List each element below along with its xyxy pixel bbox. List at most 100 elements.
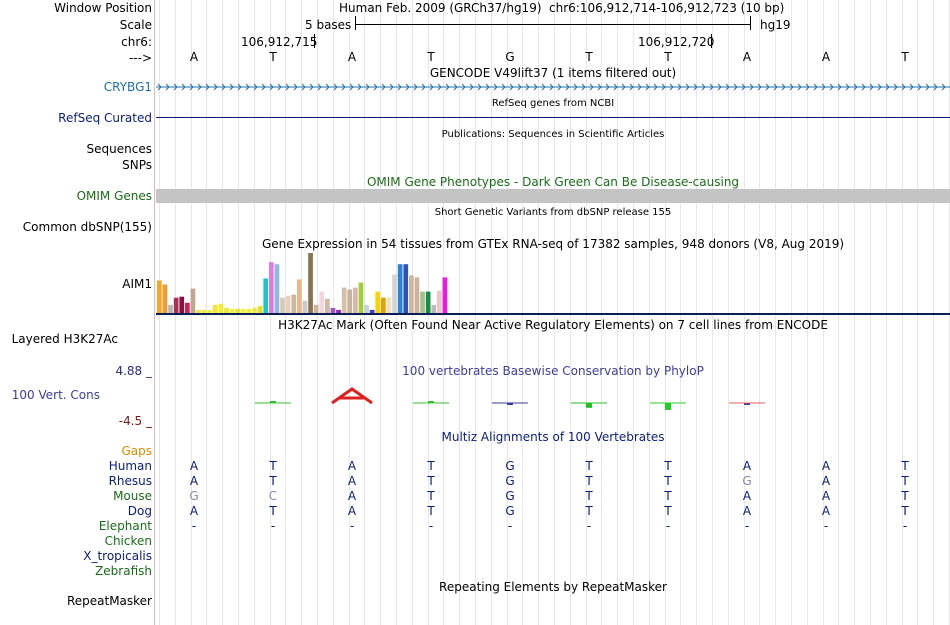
gtex-tissue-bar[interactable]: [437, 290, 442, 313]
phylop-mark-bar[interactable]: [270, 401, 276, 403]
gtex-tissue-bar[interactable]: [241, 308, 246, 313]
gtex-tissue-bar[interactable]: [319, 291, 325, 313]
gtex-tissue-bar[interactable]: [252, 307, 257, 313]
gtex-expression-chart[interactable]: [156, 252, 950, 314]
gtex-tissue-bar[interactable]: [218, 303, 224, 313]
gtex-tissue-bar[interactable]: [213, 304, 218, 313]
h3k27ac-track-title[interactable]: H3K27Ac Mark (Often Found Near Active Re…: [278, 318, 828, 332]
gtex-tissue-bar[interactable]: [269, 262, 274, 313]
phylop-mark-bar[interactable]: [507, 403, 513, 405]
gtex-tissue-bar[interactable]: [403, 264, 409, 313]
gtex-tissue-bar[interactable]: [224, 307, 229, 313]
phylop-mark-bar[interactable]: [586, 403, 592, 408]
gtex-tissue-bar[interactable]: [201, 309, 207, 313]
phylop-mark-bar[interactable]: [428, 401, 434, 403]
gtex-tissue-bar[interactable]: [381, 297, 386, 313]
gtex-tissue-bar[interactable]: [257, 305, 263, 313]
gtex-tissue-bar[interactable]: [347, 289, 353, 313]
gtex-tissue-bar[interactable]: [173, 297, 179, 313]
gtex-tissue-bar[interactable]: [397, 264, 403, 313]
gtex-tissue-bar[interactable]: [369, 309, 375, 313]
omim-gene-bar[interactable]: [156, 189, 950, 203]
track-label-gtex[interactable]: AIM1: [122, 277, 152, 291]
gtex-tissue-bar[interactable]: [302, 300, 308, 313]
gtex-tissue-bar[interactable]: [179, 296, 185, 313]
phylop-mark-logo[interactable]: [331, 387, 373, 405]
alignment-base: T: [269, 459, 277, 473]
repeatmasker-track-title[interactable]: Repeating Elements by RepeatMasker: [439, 580, 667, 594]
alignment-base: C: [268, 489, 278, 503]
gtex-tissue-bar[interactable]: [442, 277, 448, 313]
refseq-gene-line[interactable]: [156, 117, 950, 118]
gtex-tissue-bar[interactable]: [420, 291, 425, 313]
gtex-tissue-bar[interactable]: [280, 297, 285, 313]
gtex-tissue-bar[interactable]: [207, 309, 213, 313]
refseq-track-title[interactable]: RefSeq genes from NCBI: [491, 98, 615, 109]
genome-browser-image[interactable]: Human Feb. 2009 (GRCh37/hg19) chr6:106,9…: [156, 0, 950, 625]
gtex-tissue-bar[interactable]: [341, 287, 347, 313]
reference-base: A: [742, 50, 752, 64]
gridline: [696, 0, 697, 625]
gtex-tissue-bar[interactable]: [431, 304, 437, 313]
gridline: [791, 0, 792, 625]
gtex-tissue-bar[interactable]: [185, 302, 190, 313]
alignment-base: T: [585, 489, 593, 503]
alignment-base: A: [821, 459, 831, 473]
strand-arrow-label: --->: [128, 51, 152, 65]
gtex-tissue-bar[interactable]: [313, 304, 319, 313]
phylop-conservation-plot[interactable]: [156, 380, 950, 410]
track-label-refseq[interactable]: RefSeq Curated: [58, 111, 152, 125]
gtex-tissue-bar[interactable]: [246, 308, 252, 313]
gtex-tissue-bar[interactable]: [409, 275, 414, 313]
gtex-tissue-bar[interactable]: [336, 309, 341, 313]
gtex-tissue-bar[interactable]: [325, 298, 330, 313]
alignment-base: -: [744, 519, 750, 533]
phylop-mark-bar[interactable]: [665, 403, 671, 410]
gridline: [380, 0, 381, 625]
gtex-tissue-bar[interactable]: [263, 278, 269, 313]
track-label-dbsnp[interactable]: Common dbSNP(155): [22, 220, 152, 234]
phylop-mark-bar[interactable]: [744, 403, 750, 405]
gtex-tissue-bar[interactable]: [162, 284, 168, 314]
gtex-tissue-bar[interactable]: [386, 297, 392, 313]
track-label-repeatmasker[interactable]: RepeatMasker: [66, 594, 152, 608]
gtex-tissue-bar[interactable]: [414, 277, 420, 313]
gtex-tissue-bar[interactable]: [308, 253, 313, 313]
publications-track-title[interactable]: Publications: Sequences in Scientific Ar…: [441, 129, 665, 140]
track-label-phylop[interactable]: 100 Vert. Cons: [11, 388, 100, 402]
track-label-snps[interactable]: SNPs: [122, 158, 152, 172]
track-label-omim[interactable]: OMIM Genes: [76, 189, 152, 203]
gtex-tissue-bar[interactable]: [330, 307, 336, 313]
scale-db-label: hg19: [760, 18, 791, 32]
gtex-track-title[interactable]: Gene Expression in 54 tissues from GTEx …: [261, 237, 845, 251]
multiz-track-title[interactable]: Multiz Alignments of 100 Vertebrates: [441, 430, 665, 444]
gene-label-crybg1[interactable]: CRYBG1: [103, 80, 152, 94]
gtex-tissue-bar[interactable]: [358, 282, 364, 314]
track-label-h3k27ac[interactable]: Layered H3K27Ac: [11, 332, 118, 346]
crybg1-gene-model[interactable]: [156, 81, 950, 93]
track-label-publications[interactable]: Sequences: [86, 142, 152, 156]
gtex-tissue-bar[interactable]: [392, 274, 397, 313]
gtex-tissue-bar[interactable]: [274, 264, 280, 313]
phylop-track-title[interactable]: 100 vertebrates Basewise Conservation by…: [402, 364, 704, 378]
gtex-tissue-bar[interactable]: [229, 308, 235, 313]
gridline: [854, 0, 855, 625]
gtex-tissue-bar[interactable]: [235, 308, 241, 313]
gtex-tissue-bar[interactable]: [285, 295, 291, 313]
omim-track-title[interactable]: OMIM Gene Phenotypes - Dark Green Can Be…: [366, 175, 740, 189]
alignment-base: G: [505, 504, 515, 518]
gtex-tissue-bar[interactable]: [168, 304, 173, 313]
alignment-base: G: [505, 489, 515, 503]
gtex-tissue-bar[interactable]: [291, 294, 297, 313]
gtex-tissue-bar[interactable]: [190, 288, 196, 313]
gtex-tissue-bar[interactable]: [364, 304, 369, 313]
gtex-tissue-bar[interactable]: [157, 280, 162, 314]
dbsnp-track-title[interactable]: Short Genetic Variants from dbSNP releas…: [434, 207, 672, 218]
gencode-track-title[interactable]: GENCODE V49lift37 (1 items filtered out): [429, 66, 677, 80]
gtex-tissue-bar[interactable]: [353, 287, 358, 313]
position-title: chr6:106,912,714-106,912,723 (10 bp): [549, 1, 785, 15]
gtex-tissue-bar[interactable]: [297, 279, 302, 313]
gtex-tissue-bar[interactable]: [375, 291, 381, 313]
gtex-tissue-bar[interactable]: [425, 291, 431, 313]
gtex-tissue-bar[interactable]: [196, 309, 201, 313]
